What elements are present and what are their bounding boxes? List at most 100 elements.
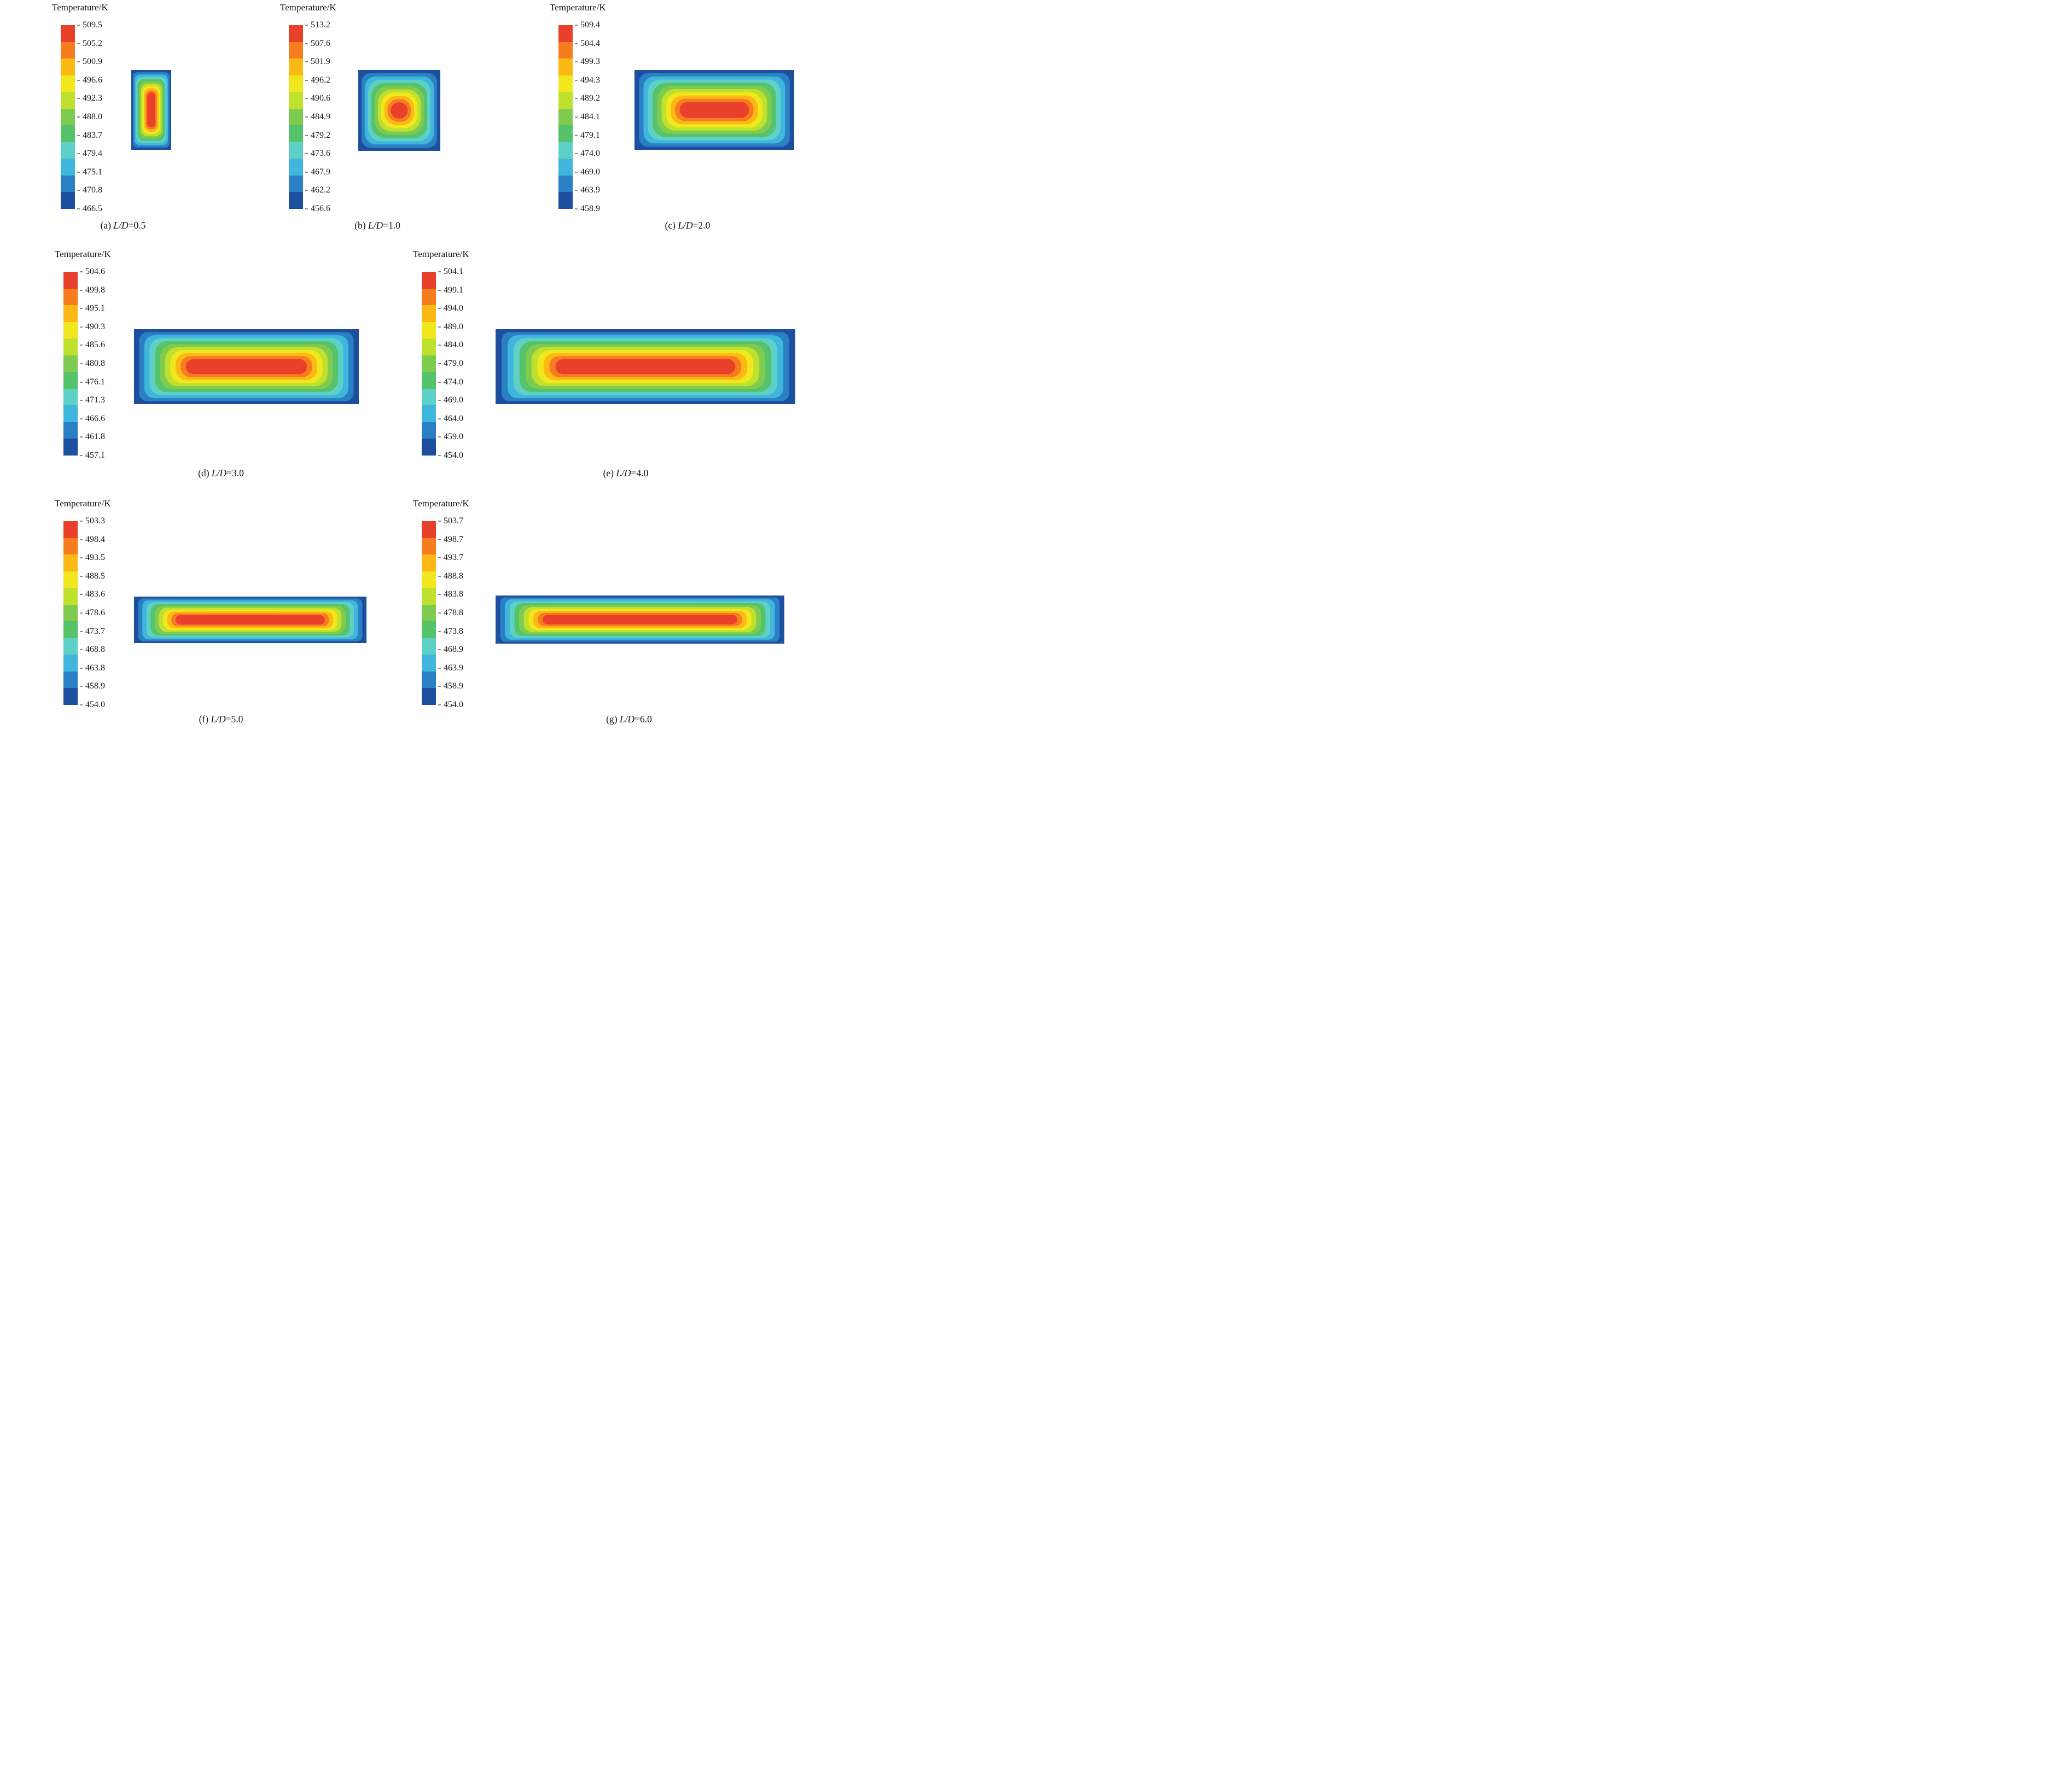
colorbar-segment (422, 604, 436, 622)
panel-caption: (e) L/D=4.0 (603, 468, 649, 479)
caption-prefix: (e) (603, 468, 616, 478)
colorbar-segment (289, 42, 303, 59)
colorbar-tick-label: 489.0 (438, 322, 463, 331)
colorbar-tick-label: 458.9 (575, 205, 600, 213)
colorbar-tick-label: 476.1 (80, 377, 105, 387)
colorbar-ticks: 509.4 504.4 499.3 494.3 489.2 484.1 479.1 474.0… (575, 21, 624, 213)
colorbar-segment (63, 372, 78, 389)
caption-ratio: L/D (113, 220, 129, 231)
colorbar-segment (61, 42, 75, 59)
caption-suffix: =5.0 (225, 714, 243, 725)
colorbar-segment (63, 538, 78, 555)
colorbar-segment (558, 59, 573, 75)
colorbar-segment (63, 338, 78, 355)
colorbar-segment (558, 75, 573, 92)
colorbar-segment (61, 108, 75, 126)
colorbar-segment (422, 655, 436, 672)
colorbar-tick-label: 474.0 (438, 377, 463, 387)
caption-prefix: (d) (198, 468, 212, 478)
colorbar-ticks: 513.2 507.6 501.9 496.2 490.6 484.9 479.2 473.6… (305, 21, 354, 213)
colorbar-segment (289, 92, 303, 109)
colorbar-tick-label: 457.1 (80, 451, 105, 460)
colorbar-tick-label: 479.4 (77, 149, 102, 158)
colorbar-segment (422, 588, 436, 605)
colorbar-segment (63, 554, 78, 571)
colorbar-tick-label: 488.0 (77, 113, 102, 121)
colorbar-tick-label: 479.1 (575, 131, 600, 140)
colorbar-tick-label: 461.8 (80, 433, 105, 441)
colorbar-segment (289, 192, 303, 209)
legend-title: Temperature/K (550, 2, 606, 13)
caption-suffix: =2.0 (692, 220, 711, 231)
colorbar-tick-label: 474.0 (575, 149, 600, 158)
colorbar-tick-label: 454.0 (80, 701, 105, 709)
legend-title: Temperature/K (55, 249, 111, 259)
colorbar-segment (289, 175, 303, 192)
colorbar-tick-label: 480.8 (80, 359, 105, 368)
panel-caption: (b) L/D=1.0 (354, 220, 400, 231)
colorbar-segment (422, 388, 436, 406)
colorbar-tick-label: 484.9 (305, 113, 330, 121)
colorbar-segment (63, 288, 78, 306)
colorbar-segment (289, 25, 303, 42)
colorbar-tick-label: 470.8 (77, 186, 102, 195)
caption-ratio: L/D (368, 220, 383, 231)
colorbar-tick-label: 468.8 (80, 645, 105, 654)
caption-prefix: (b) (354, 220, 368, 231)
contour-plot (134, 329, 359, 404)
contour-svg (634, 70, 794, 150)
colorbar-segment (558, 25, 573, 42)
colorbar-tick-label: 469.0 (575, 167, 600, 177)
colorbar-tick-label: 483.6 (80, 590, 105, 599)
colorbar-segment (63, 388, 78, 406)
colorbar-segment (289, 159, 303, 176)
colorbar-segment (422, 621, 436, 638)
colorbar-tick-label: 490.3 (80, 322, 105, 331)
caption-ratio: L/D (211, 714, 226, 725)
colorbar-segment (558, 175, 573, 192)
colorbar-tick-label: 469.0 (438, 396, 463, 405)
colorbar-tick-label: 479.2 (305, 131, 330, 140)
colorbar-segment (63, 571, 78, 588)
colorbar (422, 521, 436, 705)
colorbar-tick-label: 463.8 (80, 663, 105, 673)
contour-plot (134, 597, 366, 643)
colorbar-segment (422, 355, 436, 372)
contour-plot (634, 70, 794, 150)
colorbar-segment (63, 272, 78, 289)
colorbar-tick-label: 509.5 (77, 21, 102, 30)
colorbar-segment (422, 439, 436, 456)
colorbar-ticks: 503.3 498.4 493.5 488.5 483.6 478.6 473.7 468.8… (80, 517, 129, 709)
colorbar-segment (422, 671, 436, 688)
colorbar-ticks: 504.1 499.1 494.0 489.0 484.0 479.0 474.0 469.0… (438, 267, 487, 460)
colorbar-segment (63, 521, 78, 538)
colorbar-tick-label: 505.2 (77, 39, 102, 48)
colorbar-tick-label: 499.1 (438, 285, 463, 295)
colorbar-segment (422, 538, 436, 555)
colorbar-tick-label: 456.6 (305, 205, 330, 213)
caption-ratio: L/D (678, 220, 693, 231)
colorbar-ticks: 509.5 505.2 500.9 496.6 492.3 488.0 483.7 479.4… (77, 21, 126, 213)
colorbar-segment (289, 59, 303, 75)
colorbar-tick-label: 504.1 (438, 267, 463, 276)
panel-caption: (c) L/D=2.0 (665, 220, 711, 231)
colorbar-tick-label: 493.5 (80, 553, 105, 562)
colorbar-segment (422, 638, 436, 655)
caption-suffix: =4.0 (631, 468, 649, 478)
colorbar-segment (558, 142, 573, 159)
colorbar-tick-label: 499.8 (80, 285, 105, 295)
colorbar-tick-label: 479.0 (438, 359, 463, 368)
colorbar-tick-label: 489.2 (575, 94, 600, 103)
colorbar-tick-label: 454.0 (438, 451, 463, 460)
colorbar-segment (63, 405, 78, 422)
caption-ratio: L/D (619, 714, 635, 725)
colorbar-segment (63, 588, 78, 605)
colorbar (422, 272, 436, 456)
colorbar-tick-label: 468.9 (438, 645, 463, 654)
contour-svg (134, 329, 359, 404)
colorbar-tick-label: 473.7 (80, 627, 105, 636)
colorbar (289, 25, 303, 209)
colorbar-segment (61, 125, 75, 142)
figure-root: Temperature/K 509.5 505.2 500.9 496.6 492.3 4… (0, 0, 831, 733)
colorbar-tick-label: 495.1 (80, 304, 105, 313)
